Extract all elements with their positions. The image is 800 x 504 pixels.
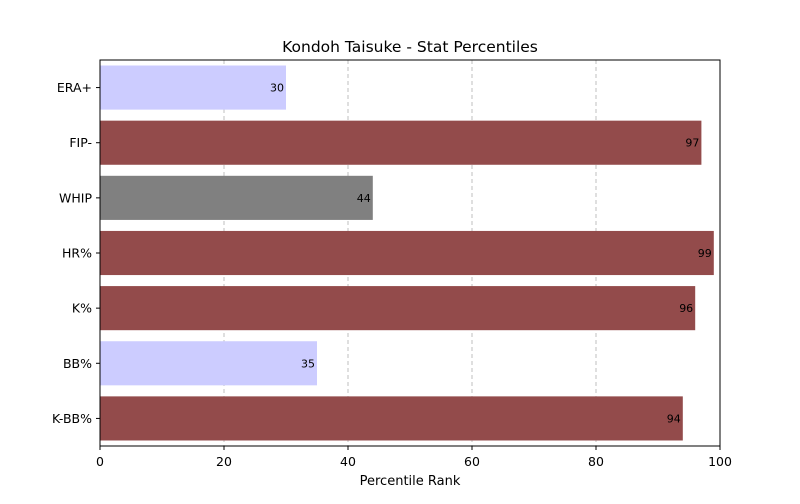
x-tick-label: 0 (96, 454, 104, 469)
bars: 30 97 44 99 96 35 94 (100, 65, 714, 441)
bar (100, 230, 714, 276)
x-tick-label: 20 (216, 454, 232, 469)
y-tick-label: BB% (63, 356, 92, 371)
bar (100, 175, 373, 220)
bar-value-label: 94 (667, 412, 681, 425)
bar-value-label: 30 (270, 82, 284, 95)
bar-value-label: 97 (685, 137, 699, 150)
bar (100, 286, 696, 331)
bar (100, 65, 286, 110)
y-tick-label: FIP- (69, 135, 92, 150)
bar (100, 341, 317, 386)
axes: ERA+ FIP- WHIP HR% K% BB% K-BB% 0 20 40 60 80 100 (52, 80, 732, 469)
x-tick-label: 40 (340, 454, 356, 469)
chart-title: Kondoh Taisuke - Stat Percentiles (282, 38, 538, 56)
y-tick-label: ERA+ (57, 80, 92, 95)
x-tick-label: 60 (464, 454, 480, 469)
y-tick-label: HR% (62, 246, 92, 261)
y-tick-label: K% (72, 301, 92, 316)
bar (100, 120, 702, 165)
x-axis-label: Percentile Rank (360, 474, 461, 489)
y-tick-label: K-BB% (52, 411, 92, 426)
bar-value-label: 35 (301, 357, 315, 370)
bar-value-label: 99 (698, 247, 712, 260)
y-tick-label: WHIP (59, 190, 92, 205)
bar (100, 396, 683, 441)
bar-value-label: 44 (357, 192, 371, 205)
x-tick-label: 100 (708, 454, 732, 469)
bar-value-label: 96 (679, 302, 693, 315)
x-tick-label: 80 (588, 454, 604, 469)
